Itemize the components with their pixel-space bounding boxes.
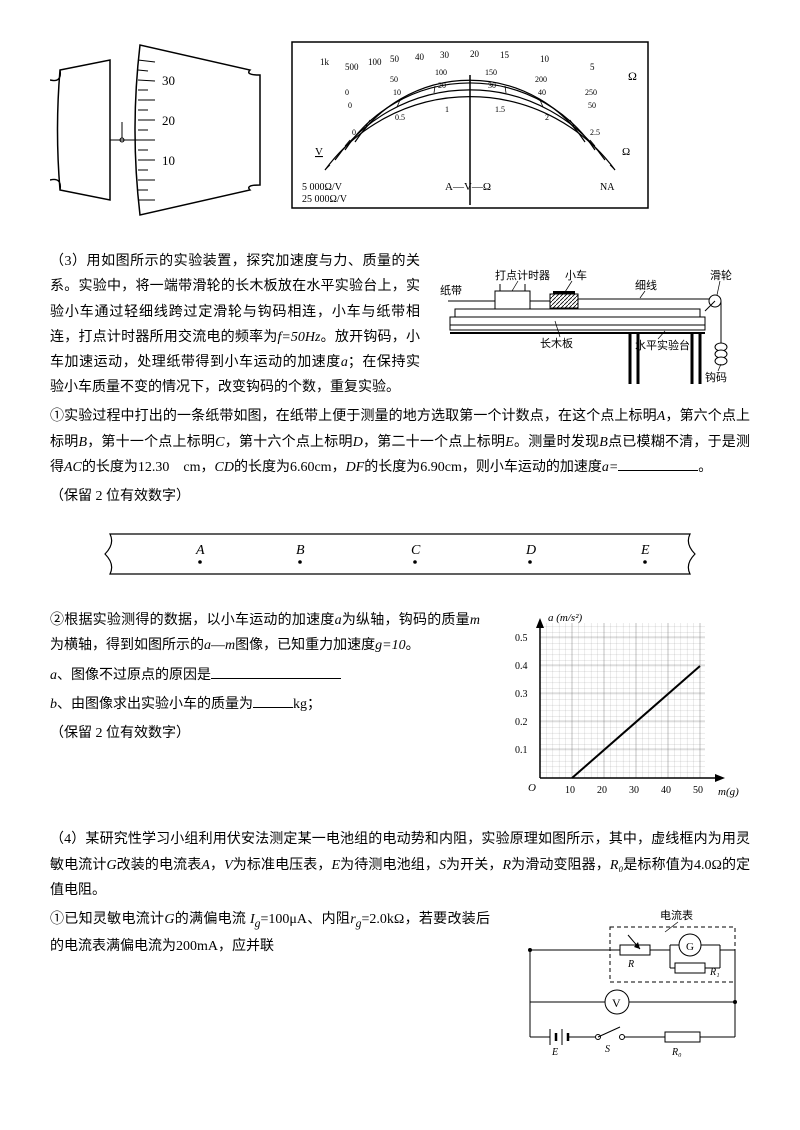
- q3-part2: ②根据实验测得的数据，以小车运动的加速度a为纵轴，钩码的质量m为横轴，得到如图所…: [50, 608, 480, 750]
- svg-text:细线: 细线: [635, 278, 657, 292]
- svg-text:C: C: [411, 543, 421, 558]
- svg-text:R₁: R₁: [709, 967, 720, 978]
- svg-text:15: 15: [500, 50, 510, 60]
- svg-text:30: 30: [440, 50, 450, 60]
- svg-text:20: 20: [438, 81, 446, 90]
- svg-text:1: 1: [445, 105, 449, 114]
- svg-text:100: 100: [368, 57, 382, 67]
- q3-intro: （3）用如图所示的实验装置，探究加速度与力、质量的关系。实验中，将一端带滑轮的长…: [50, 249, 420, 404]
- svg-text:40: 40: [538, 88, 546, 97]
- svg-text:0.2: 0.2: [515, 717, 528, 728]
- svg-text:0: 0: [348, 101, 352, 110]
- multimeter-figure: 1k 500 100 50 40 30 20 15 10 5 Ω 0 50 10…: [290, 40, 650, 219]
- q4-intro: （4）某研究性学习小组利用伏安法测定某一电池组的电动势和内阻，实验原理如图所示，…: [50, 827, 750, 903]
- svg-text:100: 100: [435, 68, 447, 77]
- blank-acceleration: [618, 456, 698, 471]
- svg-text:40: 40: [661, 785, 671, 796]
- svg-text:水平实验台: 水平实验台: [635, 338, 690, 352]
- svg-text:E: E: [551, 1047, 558, 1057]
- svg-text:10: 10: [565, 785, 575, 796]
- svg-text:G: G: [686, 941, 694, 953]
- svg-text:Ω: Ω: [622, 146, 630, 158]
- svg-text:长木板: 长木板: [540, 336, 573, 350]
- svg-text:O: O: [528, 782, 536, 794]
- svg-text:2: 2: [545, 113, 549, 122]
- svg-text:20: 20: [597, 785, 607, 796]
- svg-text:S: S: [605, 1044, 610, 1055]
- svg-text:2.5: 2.5: [590, 128, 600, 137]
- svg-text:R: R: [627, 959, 634, 970]
- svg-text:NA: NA: [600, 182, 615, 193]
- circuit-figure: 电流表 G R₁ R: [510, 907, 750, 1066]
- svg-text:0.3: 0.3: [515, 689, 528, 700]
- q3-part1: ①实验过程中打出的一条纸带如图，在纸带上便于测量的地方选取第一个计数点，在这个点…: [50, 404, 750, 480]
- svg-text:50: 50: [693, 785, 703, 796]
- svg-text:30: 30: [629, 785, 639, 796]
- svg-text:电流表: 电流表: [660, 908, 693, 922]
- svg-text:B: B: [296, 543, 305, 558]
- svg-text:0.1: 0.1: [515, 745, 528, 756]
- svg-text:0: 0: [345, 88, 349, 97]
- apparatus-figure: 打点计时器 小车 细线 滑轮 纸带 长木板 水平实验台 钩码: [440, 249, 750, 398]
- svg-text:小车: 小车: [565, 268, 587, 282]
- svg-text:150: 150: [485, 68, 497, 77]
- svg-text:5 000Ω/V: 5 000Ω/V: [302, 182, 343, 193]
- tape-figure: A B C D E: [50, 524, 750, 593]
- svg-text:200: 200: [535, 75, 547, 84]
- svg-text:30: 30: [162, 73, 175, 88]
- svg-text:20: 20: [470, 49, 480, 59]
- svg-text:50: 50: [390, 75, 398, 84]
- svg-text:E: E: [640, 543, 650, 558]
- svg-text:1.5: 1.5: [495, 105, 505, 114]
- svg-text:20: 20: [162, 113, 175, 128]
- blank-reason: [211, 664, 341, 679]
- svg-text:10: 10: [162, 153, 175, 168]
- svg-text:0.4: 0.4: [515, 661, 528, 672]
- svg-text:纸带: 纸带: [440, 284, 462, 297]
- svg-text:V: V: [612, 996, 621, 1010]
- svg-text:V: V: [315, 146, 323, 158]
- svg-text:40: 40: [415, 52, 425, 62]
- svg-text:m(g): m(g): [718, 786, 739, 798]
- svg-text:5: 5: [590, 62, 595, 72]
- svg-text:D: D: [525, 543, 536, 558]
- svg-text:10: 10: [393, 88, 401, 97]
- svg-text:10: 10: [540, 54, 550, 64]
- svg-text:0.5: 0.5: [515, 633, 528, 644]
- svg-text:0.5: 0.5: [395, 113, 405, 122]
- svg-text:1k: 1k: [320, 57, 330, 67]
- micrometer-figure: 30 20 10: [50, 40, 270, 229]
- svg-text:50: 50: [588, 101, 596, 110]
- svg-text:30: 30: [488, 81, 496, 90]
- svg-text:R₀: R₀: [671, 1047, 682, 1057]
- svg-text:A: A: [195, 543, 205, 558]
- svg-text:50: 50: [390, 54, 400, 64]
- svg-text:A―V―Ω: A―V―Ω: [445, 181, 491, 193]
- svg-text:滑轮: 滑轮: [710, 268, 732, 282]
- svg-text:钩码: 钩码: [705, 370, 727, 384]
- blank-mass: [253, 693, 293, 708]
- q3-keep: （保留 2 位有效数字）: [50, 484, 750, 509]
- svg-text:打点计时器: 打点计时器: [495, 268, 550, 282]
- svg-text:500: 500: [345, 62, 359, 72]
- svg-text:0: 0: [352, 128, 356, 137]
- q4-part1: ①已知灵敏电流计G的满偏电流 Ig=100μA、内阻rg=2.0kΩ，若要改装后…: [50, 907, 490, 963]
- svg-text:25 000Ω/V: 25 000Ω/V: [302, 194, 348, 205]
- am-chart: 0.1 0.2 0.3 0.4 0.5 10 20 30 40 50 O a (…: [500, 608, 750, 817]
- svg-text:a (m/s²): a (m/s²): [548, 612, 582, 624]
- svg-text:250: 250: [585, 88, 597, 97]
- svg-text:Ω: Ω: [628, 69, 637, 83]
